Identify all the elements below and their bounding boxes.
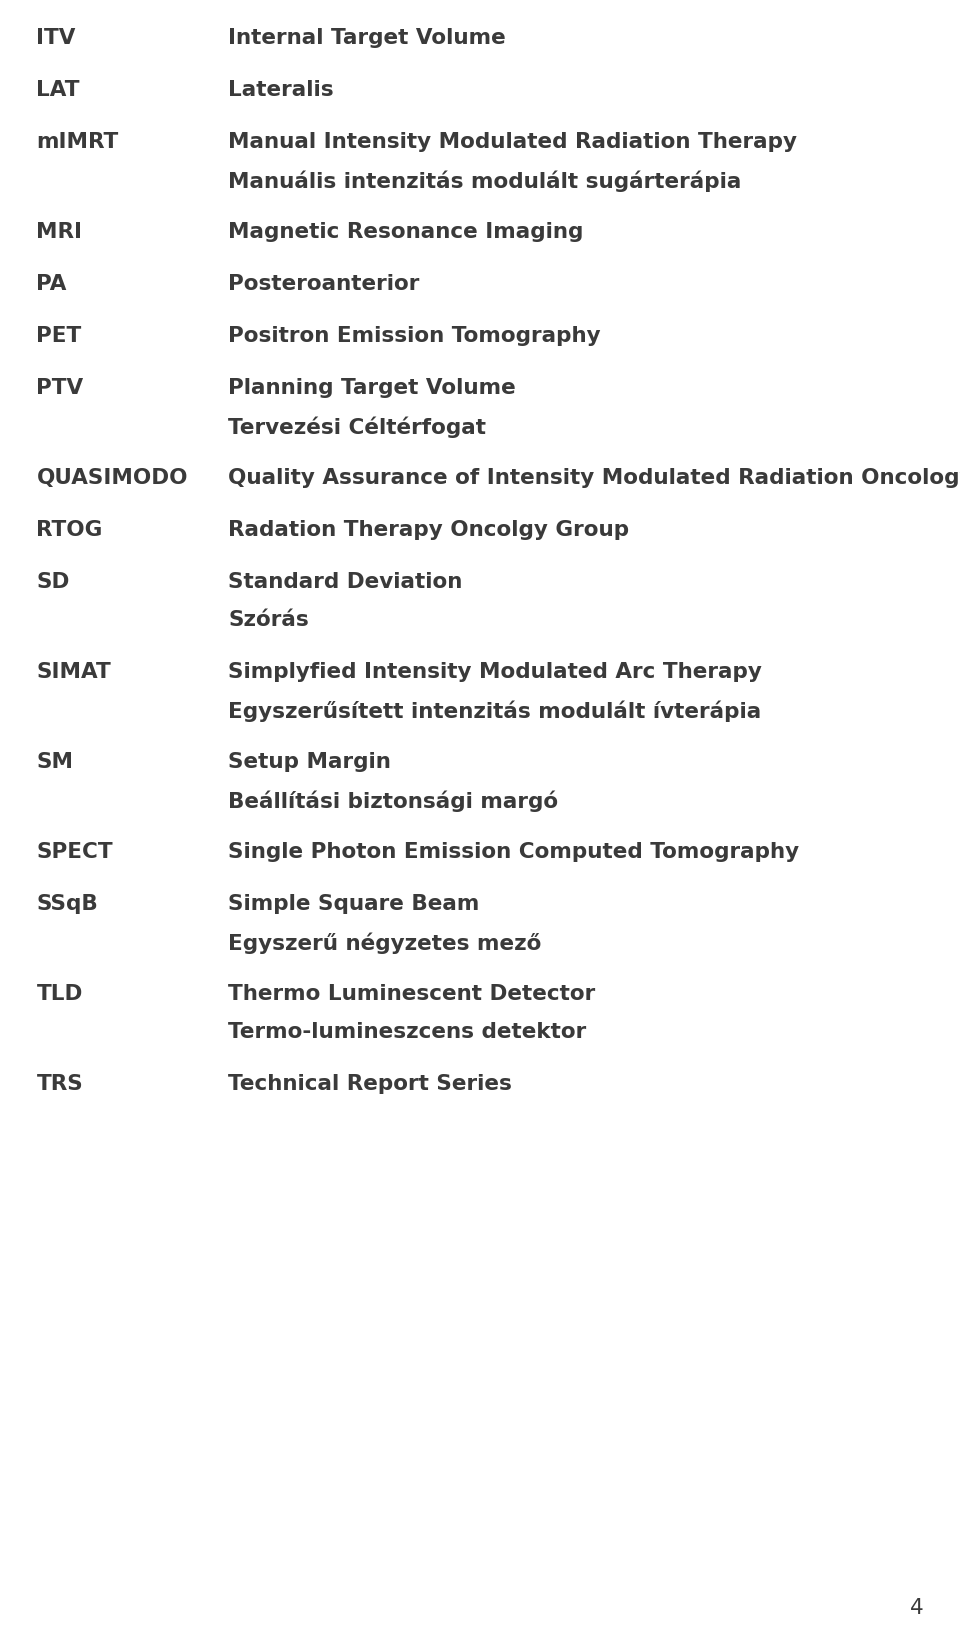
Text: Egyszerű négyzetes mező: Egyszerű négyzetes mező: [228, 933, 541, 954]
Text: Positron Emission Tomography: Positron Emission Tomography: [228, 326, 601, 346]
Text: PTV: PTV: [36, 377, 84, 399]
Text: Thermo Luminescent Detector: Thermo Luminescent Detector: [228, 984, 596, 1004]
Text: SSqB: SSqB: [36, 893, 98, 915]
Text: SD: SD: [36, 572, 70, 592]
Text: Egyszerűsített intenzitás modulált ívterápia: Egyszerűsített intenzitás modulált ívter…: [228, 700, 761, 722]
Text: RTOG: RTOG: [36, 521, 103, 541]
Text: MRI: MRI: [36, 222, 83, 242]
Text: PET: PET: [36, 326, 82, 346]
Text: Radation Therapy Oncolgy Group: Radation Therapy Oncolgy Group: [228, 521, 630, 541]
Text: Single Photon Emission Computed Tomography: Single Photon Emission Computed Tomograp…: [228, 842, 800, 862]
Text: TLD: TLD: [36, 984, 83, 1004]
Text: Simplyfied Intensity Modulated Arc Therapy: Simplyfied Intensity Modulated Arc Thera…: [228, 662, 762, 682]
Text: Beállítási biztonsági margó: Beállítási biztonsági margó: [228, 789, 559, 811]
Text: Simple Square Beam: Simple Square Beam: [228, 893, 480, 915]
Text: SM: SM: [36, 751, 74, 771]
Text: Planning Target Volume: Planning Target Volume: [228, 377, 516, 399]
Text: Lateralis: Lateralis: [228, 81, 334, 101]
Text: Termo-lumineszcens detektor: Termo-lumineszcens detektor: [228, 1022, 587, 1042]
Text: SPECT: SPECT: [36, 842, 113, 862]
Text: LAT: LAT: [36, 81, 80, 101]
Text: ITV: ITV: [36, 28, 76, 48]
Text: mIMRT: mIMRT: [36, 132, 119, 152]
Text: Setup Margin: Setup Margin: [228, 751, 392, 771]
Text: Internal Target Volume: Internal Target Volume: [228, 28, 506, 48]
Text: Tervezési Céltérfogat: Tervezési Céltérfogat: [228, 415, 487, 437]
Text: TRS: TRS: [36, 1074, 84, 1094]
Text: Manual Intensity Modulated Radiation Therapy: Manual Intensity Modulated Radiation The…: [228, 132, 798, 152]
Text: SIMAT: SIMAT: [36, 662, 111, 682]
Text: QUASIMODO: QUASIMODO: [36, 468, 188, 488]
Text: Magnetic Resonance Imaging: Magnetic Resonance Imaging: [228, 222, 584, 242]
Text: 4: 4: [910, 1599, 924, 1618]
Text: Standard Deviation: Standard Deviation: [228, 572, 463, 592]
Text: Quality Assurance of Intensity Modulated Radiation Oncology: Quality Assurance of Intensity Modulated…: [228, 468, 960, 488]
Text: Szórás: Szórás: [228, 610, 309, 630]
Text: Manuális intenzitás modulált sugárterápia: Manuális intenzitás modulált sugárterápi…: [228, 170, 742, 191]
Text: PA: PA: [36, 274, 67, 293]
Text: Technical Report Series: Technical Report Series: [228, 1074, 513, 1094]
Text: Posteroanterior: Posteroanterior: [228, 274, 420, 293]
